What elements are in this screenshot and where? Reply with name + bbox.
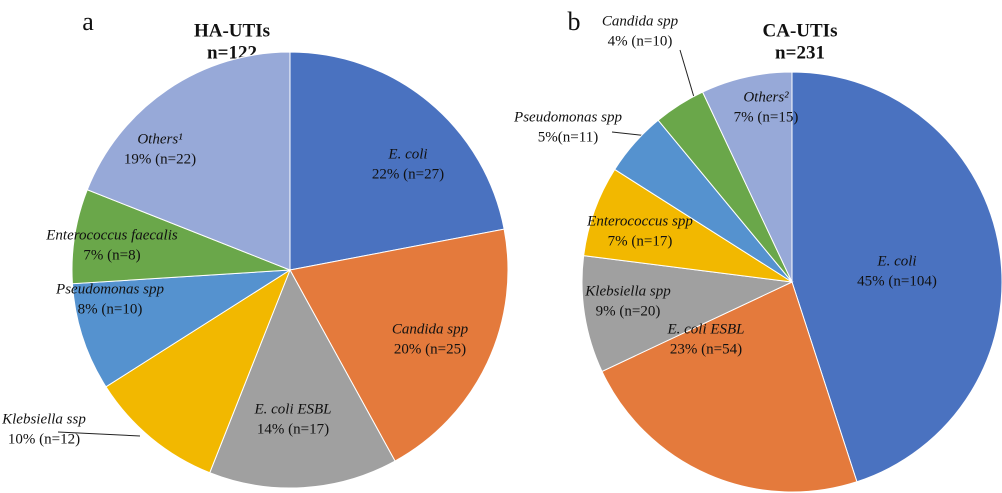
- pie-slice: [209, 268, 396, 489]
- pie-slice: [601, 281, 858, 493]
- slice-name: Klebsiella spp: [584, 283, 671, 299]
- slice-name: Enterococcus spp: [586, 213, 693, 229]
- slice-name: Others²: [743, 89, 789, 105]
- slice-value-label: 23% (n=54): [670, 341, 742, 357]
- slice-value-label: 10% (n=12): [8, 431, 80, 447]
- slice-value-label: 7% (n=8): [83, 247, 140, 263]
- slice-name: Klebsiella ssp: [1, 411, 86, 427]
- slice-value-label: 7% (n=17): [608, 233, 673, 249]
- pie-slice: [86, 51, 291, 271]
- slice-name: Pseudomonas spp: [513, 109, 622, 125]
- chart-subtitle: n=231: [775, 42, 825, 63]
- slice-name: E. coli ESBL: [253, 401, 331, 417]
- pie-slice: [289, 51, 505, 271]
- slice-value-label: 45% (n=104): [857, 273, 937, 289]
- slice-name: Enterococcus faecalis: [45, 227, 178, 243]
- slice-name: E. coli ESBL: [666, 321, 744, 337]
- chart-title: CA-UTIs: [763, 20, 838, 41]
- slice-value-label: 9% (n=20): [596, 303, 661, 319]
- pie-slice: [71, 269, 291, 388]
- panel-label: b: [568, 7, 581, 36]
- slice-name: Candida spp: [602, 13, 679, 29]
- slice-value-label: 7% (n=15): [734, 109, 799, 125]
- pie-slice: [105, 268, 292, 474]
- panel-label: a: [82, 7, 94, 36]
- slice-value-label: 20% (n=25): [394, 341, 466, 357]
- slice-value-label: 8% (n=10): [78, 301, 143, 317]
- slice-name: Others¹: [137, 131, 183, 147]
- slice-value-label: 14% (n=17): [257, 421, 329, 437]
- slice-value-label: 19% (n=22): [124, 151, 196, 167]
- slice-name: Candida spp: [392, 321, 469, 337]
- slice-name: Pseudomonas spp: [55, 281, 164, 297]
- slice-value-label: 4% (n=10): [608, 33, 673, 49]
- pie-slice: [581, 255, 794, 373]
- chart-title: HA-UTIs: [194, 20, 270, 41]
- pie-slice: [289, 228, 509, 462]
- pie-slice: [701, 71, 793, 283]
- slice-name: E. coli: [876, 253, 916, 269]
- slice-name: E. coli: [387, 146, 427, 162]
- leader-line: [57, 431, 141, 437]
- pie-slice: [791, 71, 1002, 483]
- slice-value-label: 22% (n=27): [372, 166, 444, 182]
- slice-value-label: 5%(n=11): [538, 129, 598, 145]
- leader-line: [679, 49, 697, 105]
